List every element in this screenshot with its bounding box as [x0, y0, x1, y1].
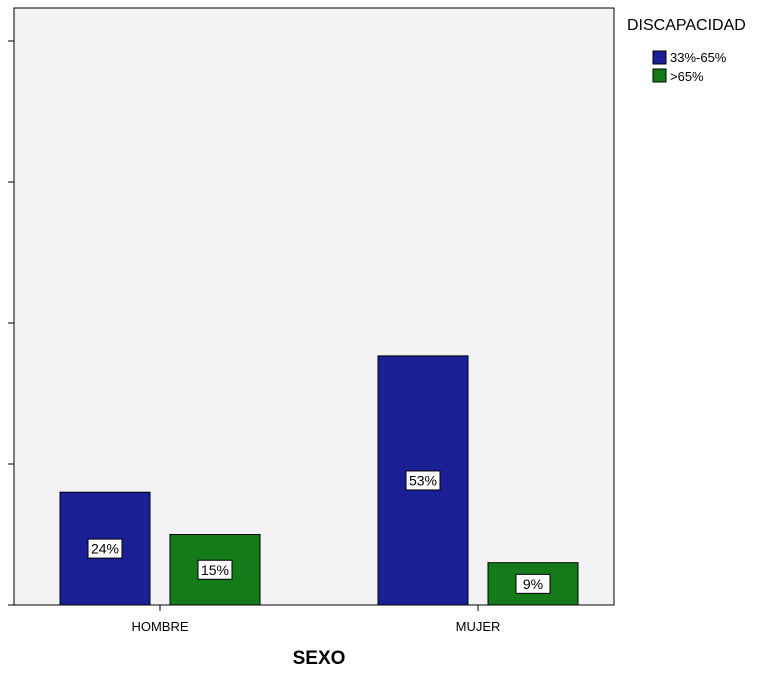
x-tick-label-hombre: HOMBRE [131, 619, 188, 634]
bars: 24% 15% 53% 9% [59, 355, 579, 606]
x-axis: HOMBRE MUJER [131, 605, 500, 634]
data-label: 53% [409, 472, 437, 488]
legend: DISCAPACIDAD 33%-65% >65% [627, 17, 746, 84]
data-label: 15% [201, 562, 229, 578]
data-label-box [405, 470, 441, 491]
data-label: 24% [91, 541, 119, 557]
data-label-box [197, 559, 233, 580]
legend-label-gt65: >65% [670, 69, 704, 84]
y-axis-ticks [8, 40, 14, 606]
x-tick-label-mujer: MUJER [456, 619, 501, 634]
data-label: 9% [523, 576, 543, 592]
legend-swatch-gt65 [652, 68, 667, 83]
legend-title: DISCAPACIDAD [627, 17, 746, 34]
x-axis-title: SEXO [293, 648, 346, 669]
data-label-box [87, 538, 123, 559]
legend-swatch-33-65 [652, 50, 667, 65]
legend-label-33-65: 33%-65% [670, 50, 727, 65]
data-label-box [515, 573, 551, 594]
